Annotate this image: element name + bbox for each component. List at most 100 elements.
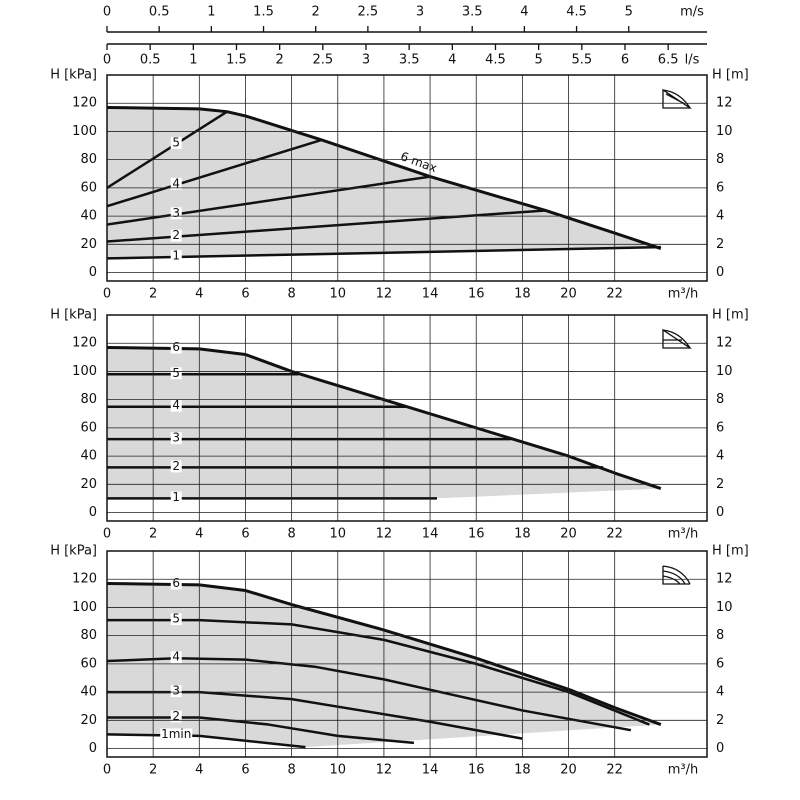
scale-tick-label: 1 [207, 5, 215, 20]
curve-label: 5 [172, 135, 180, 149]
scale-tick-label: 0 [103, 53, 111, 68]
x-tick-label: 2 [149, 527, 157, 542]
curve-label-bg [170, 136, 182, 149]
curve-label-bg [170, 710, 182, 723]
x-tick-label: 10 [329, 527, 346, 542]
curve-label: 2 [172, 709, 180, 723]
x-tick-label: 20 [560, 763, 577, 778]
scale-tick-label: 5 [625, 5, 633, 20]
x-tick-label: 6 [241, 527, 249, 542]
y2-tick-label: 12 [716, 336, 733, 351]
curve-label-bg [170, 229, 182, 242]
y2-tick-label: 4 [716, 209, 724, 224]
x-tick-label: 8 [287, 287, 295, 302]
curve-label-bg [170, 577, 182, 590]
x-tick-label: 2 [149, 287, 157, 302]
scale-tick-label: 5 [535, 53, 543, 68]
scale-tick-label: 4.5 [485, 53, 506, 68]
x-tick-label: 8 [287, 527, 295, 542]
y2-axis-label: H [m] [712, 68, 749, 83]
scale-tick-label: 4 [520, 5, 528, 20]
y-tick-label: 100 [72, 364, 97, 379]
icon-proportional [662, 88, 693, 109]
x-tick-label: 12 [376, 763, 393, 778]
y2-tick-label: 4 [716, 449, 724, 464]
x-tick-label: 8 [287, 763, 295, 778]
x-tick-label: 4 [195, 763, 203, 778]
curve-label-bg [170, 685, 182, 698]
y-tick-label: 120 [72, 96, 97, 111]
curve-label-bg [170, 613, 182, 626]
scale-tick-label: 5.5 [571, 53, 592, 68]
y-tick-label: 0 [89, 505, 97, 520]
y2-tick-label: 0 [716, 505, 724, 520]
scale-tick-label: 2.5 [312, 53, 333, 68]
y-tick-label: 100 [72, 124, 97, 139]
curve-label-bg [170, 207, 182, 220]
x-tick-label: 6 [241, 763, 249, 778]
curve-label: 4 [172, 398, 180, 412]
y-axis-label: H [kPa] [50, 68, 97, 83]
pump-curve [106, 656, 632, 732]
curve-label-bg [170, 177, 182, 190]
x-tick-label: 16 [468, 763, 485, 778]
x-tick-label: 10 [329, 287, 346, 302]
y2-tick-label: 2 [716, 477, 724, 492]
curve-label: 6 [172, 340, 180, 354]
x-tick-label: 14 [422, 527, 439, 542]
curve-label: 2 [172, 459, 180, 473]
scale-tick-label: 2.5 [358, 5, 379, 20]
y2-tick-label: 6 [716, 180, 724, 195]
y2-axis-label: H [m] [712, 544, 749, 559]
y-tick-label: 20 [80, 713, 97, 728]
y-tick-label: 40 [80, 449, 97, 464]
curve-label: 4 [172, 650, 180, 664]
x-tick-label: 14 [422, 287, 439, 302]
y-tick-label: 120 [72, 572, 97, 587]
y2-tick-label: 2 [716, 713, 724, 728]
curve-label-bg [160, 728, 193, 741]
curve-label: 3 [172, 206, 180, 220]
curve-label-bg [170, 399, 182, 412]
x-tick-label: 16 [468, 287, 485, 302]
curve-label: 5 [172, 612, 180, 626]
curve-label: 1 [172, 490, 180, 504]
y-tick-label: 40 [80, 209, 97, 224]
scale-tick-label: 3 [416, 5, 424, 20]
plot-frame [106, 550, 708, 758]
y2-tick-label: 2 [716, 237, 724, 252]
curve-label: 3 [172, 684, 180, 698]
y2-tick-label: 8 [716, 392, 724, 407]
x-tick-label: 0 [103, 527, 111, 542]
curve-label: 5 [172, 366, 180, 380]
curve-label: 1min [161, 727, 191, 741]
y-tick-label: 80 [80, 152, 97, 167]
scale-tick-label: 0.5 [140, 53, 161, 68]
y2-tick-label: 6 [716, 420, 724, 435]
scale-tick-label: 3.5 [462, 5, 483, 20]
curve-label: 4 [172, 176, 180, 190]
x-tick-label: 4 [195, 527, 203, 542]
x-tick-label: 20 [560, 527, 577, 542]
curve-label-bg [170, 341, 182, 354]
curve-label-bg [170, 460, 182, 473]
curve-label-bg [170, 432, 182, 445]
icon-curves [662, 565, 691, 585]
curve-label: 2 [172, 228, 180, 242]
y-tick-label: 80 [80, 628, 97, 643]
x-tick-label: 2 [149, 763, 157, 778]
curve-label-bg [170, 491, 182, 504]
y-tick-label: 120 [72, 336, 97, 351]
x-tick-label: 18 [514, 763, 531, 778]
pump-curve [106, 105, 662, 250]
curve-label: 6 [172, 576, 180, 590]
y2-tick-label: 10 [716, 364, 733, 379]
y-tick-label: 20 [80, 237, 97, 252]
x-tick-label: 22 [606, 287, 623, 302]
y2-tick-label: 12 [716, 572, 733, 587]
scale-tick-label: 0 [103, 5, 111, 20]
scale-tick-label: 1.5 [226, 53, 247, 68]
y2-tick-label: 12 [716, 96, 733, 111]
pump-curve [106, 110, 228, 189]
